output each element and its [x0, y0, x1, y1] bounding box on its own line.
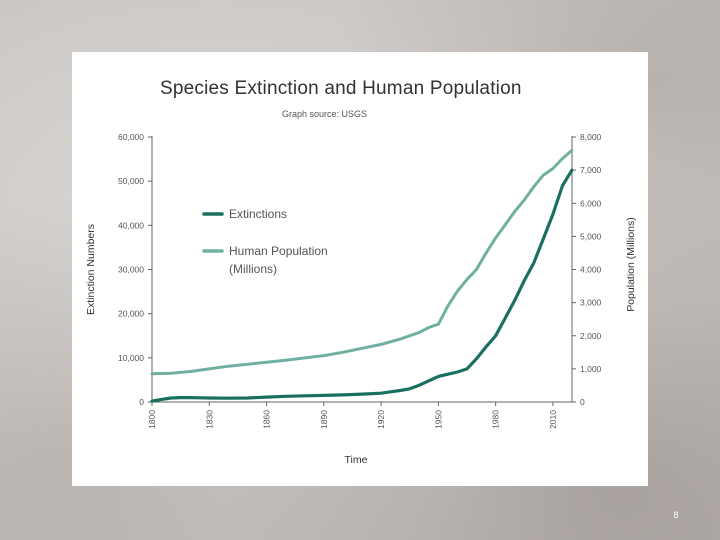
y-left-tick-label: 10,000 — [118, 353, 144, 363]
y-right-tick-label: 3,000 — [580, 298, 602, 308]
y-left-axis-title: Extinction Numbers — [85, 224, 97, 315]
chart-subtitle: Graph source: USGS — [282, 109, 368, 119]
x-tick-label: 1800 — [147, 410, 157, 429]
x-tick-label: 1950 — [433, 410, 443, 429]
y-left-tick-label: 40,000 — [118, 220, 144, 230]
x-tick-label: 1830 — [204, 410, 214, 429]
y-right-tick-label: 2,000 — [580, 331, 602, 341]
y-right-tick-label: 0 — [580, 397, 585, 407]
legend-label-population-units: (Millions) — [229, 262, 277, 276]
y-right-tick-label: 6,000 — [580, 198, 602, 208]
x-tick-label: 1860 — [262, 410, 272, 429]
extinctions-series-line — [150, 168, 574, 403]
y-right-tick-label: 4,000 — [580, 265, 602, 275]
y-right-tick-label: 5,000 — [580, 231, 602, 241]
x-tick-label: 1890 — [319, 410, 329, 429]
y-left-tick-label: 30,000 — [118, 265, 144, 275]
x-tick-label: 1920 — [376, 410, 386, 429]
y-left-tick-label: 50,000 — [118, 176, 144, 186]
x-tick-label: 2010 — [548, 410, 558, 429]
y-right-tick-label: 1,000 — [580, 364, 602, 374]
chart-axes: 0 10,000 20,000 30,000 40,000 50,000 60,000 0 1,… — [85, 132, 637, 466]
page-number: 8 — [673, 510, 679, 520]
y-left-tick-label: 60,000 — [118, 132, 144, 142]
y-right-axis-title: Population (Millions) — [625, 217, 637, 312]
chart-plot: 0 10,000 20,000 30,000 40,000 50,000 60,000 0 1,… — [85, 132, 637, 466]
x-tick-label: 1980 — [491, 410, 501, 429]
legend-label-population: Human Population — [229, 244, 328, 258]
chart-title: Species Extinction and Human Population — [160, 78, 522, 99]
population-series-line — [150, 148, 574, 376]
y-right-tick-label: 7,000 — [580, 165, 602, 175]
y-left-tick-label: 20,000 — [118, 309, 144, 319]
chart-legend: Extinctions Human Population (Millions) — [202, 207, 328, 276]
chart-card: Species Extinction and Human Population … — [72, 52, 648, 486]
legend-label-extinctions: Extinctions — [229, 207, 287, 221]
chart-series-layer — [150, 148, 574, 403]
y-right-tick-label: 8,000 — [580, 132, 602, 142]
y-left-tick-label: 0 — [139, 397, 144, 407]
x-axis-title: Time — [345, 454, 368, 466]
